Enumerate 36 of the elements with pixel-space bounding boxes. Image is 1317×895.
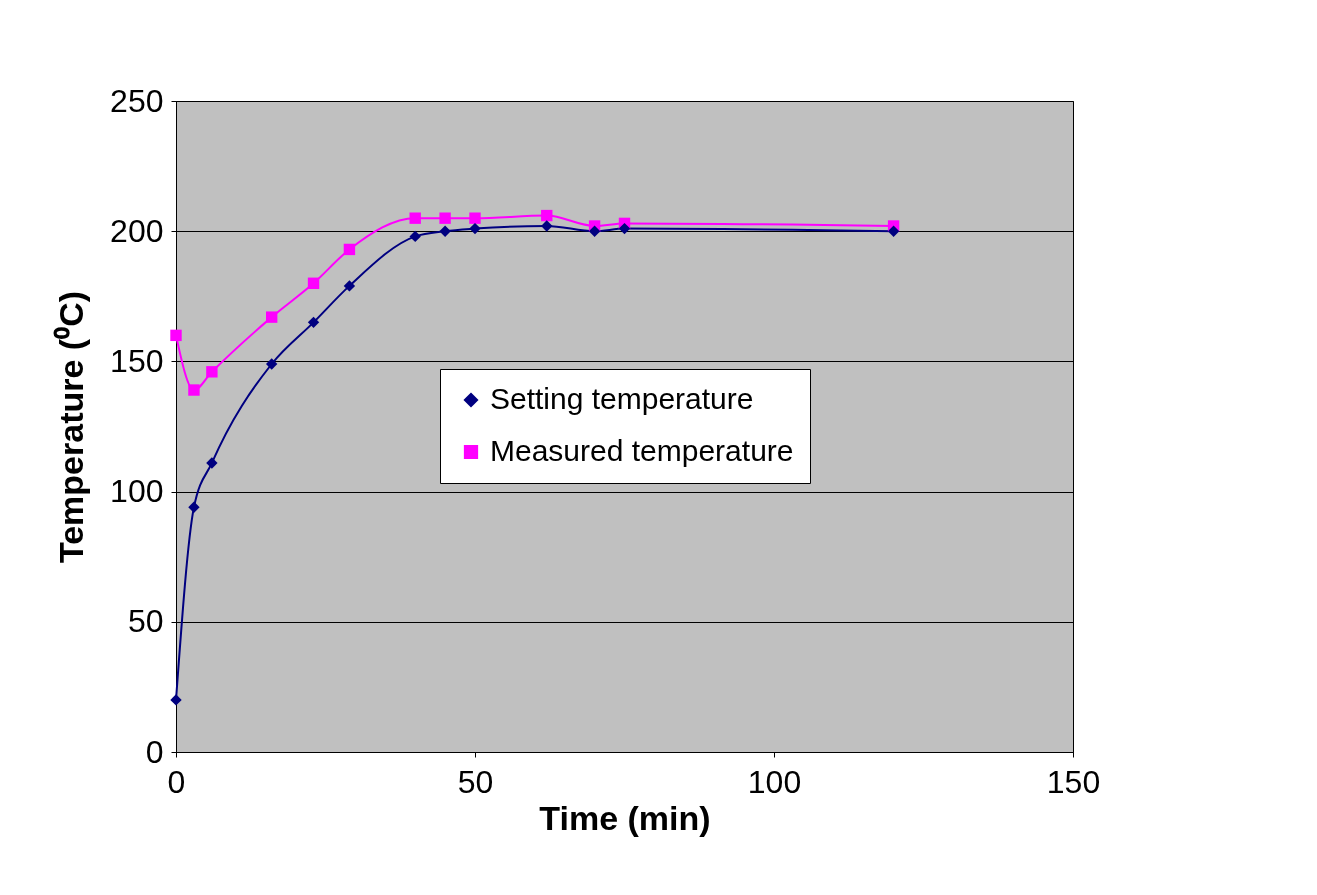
- point: [541, 220, 553, 232]
- point: [618, 222, 631, 235]
- point: [409, 230, 421, 243]
- point: [307, 316, 320, 329]
- y-axis-title: Temperature (⁰C): [52, 290, 91, 564]
- point: [188, 384, 200, 396]
- legend-label: Measured temperature: [490, 434, 794, 467]
- y-tick-label: 200: [110, 212, 164, 249]
- point: [469, 222, 481, 235]
- point: [541, 209, 553, 222]
- point: [170, 694, 182, 706]
- x-axis-title: Time (min): [539, 798, 711, 837]
- point: [409, 212, 421, 224]
- point: [265, 311, 278, 323]
- y-tick-label: 100: [110, 473, 164, 510]
- legend-label: Setting temperature: [490, 382, 754, 415]
- point: [439, 225, 451, 237]
- point: [188, 501, 200, 513]
- x-tick-label: 50: [457, 763, 494, 800]
- point: [170, 329, 182, 342]
- y-tick-label: 150: [110, 342, 164, 379]
- point: [307, 277, 320, 289]
- point: [206, 457, 218, 469]
- point: [343, 243, 356, 256]
- y-tick-label: 250: [110, 82, 164, 119]
- x-tick-label: 150: [1046, 763, 1101, 800]
- point: [439, 212, 451, 224]
- y-tick-label: 0: [145, 733, 164, 770]
- point: [265, 358, 278, 370]
- point: [206, 366, 218, 378]
- point: [887, 225, 900, 237]
- point: [343, 280, 356, 292]
- point: [588, 225, 601, 237]
- y-tick-label: 50: [127, 603, 164, 640]
- x-tick-label: 100: [747, 763, 802, 800]
- point: [469, 212, 481, 224]
